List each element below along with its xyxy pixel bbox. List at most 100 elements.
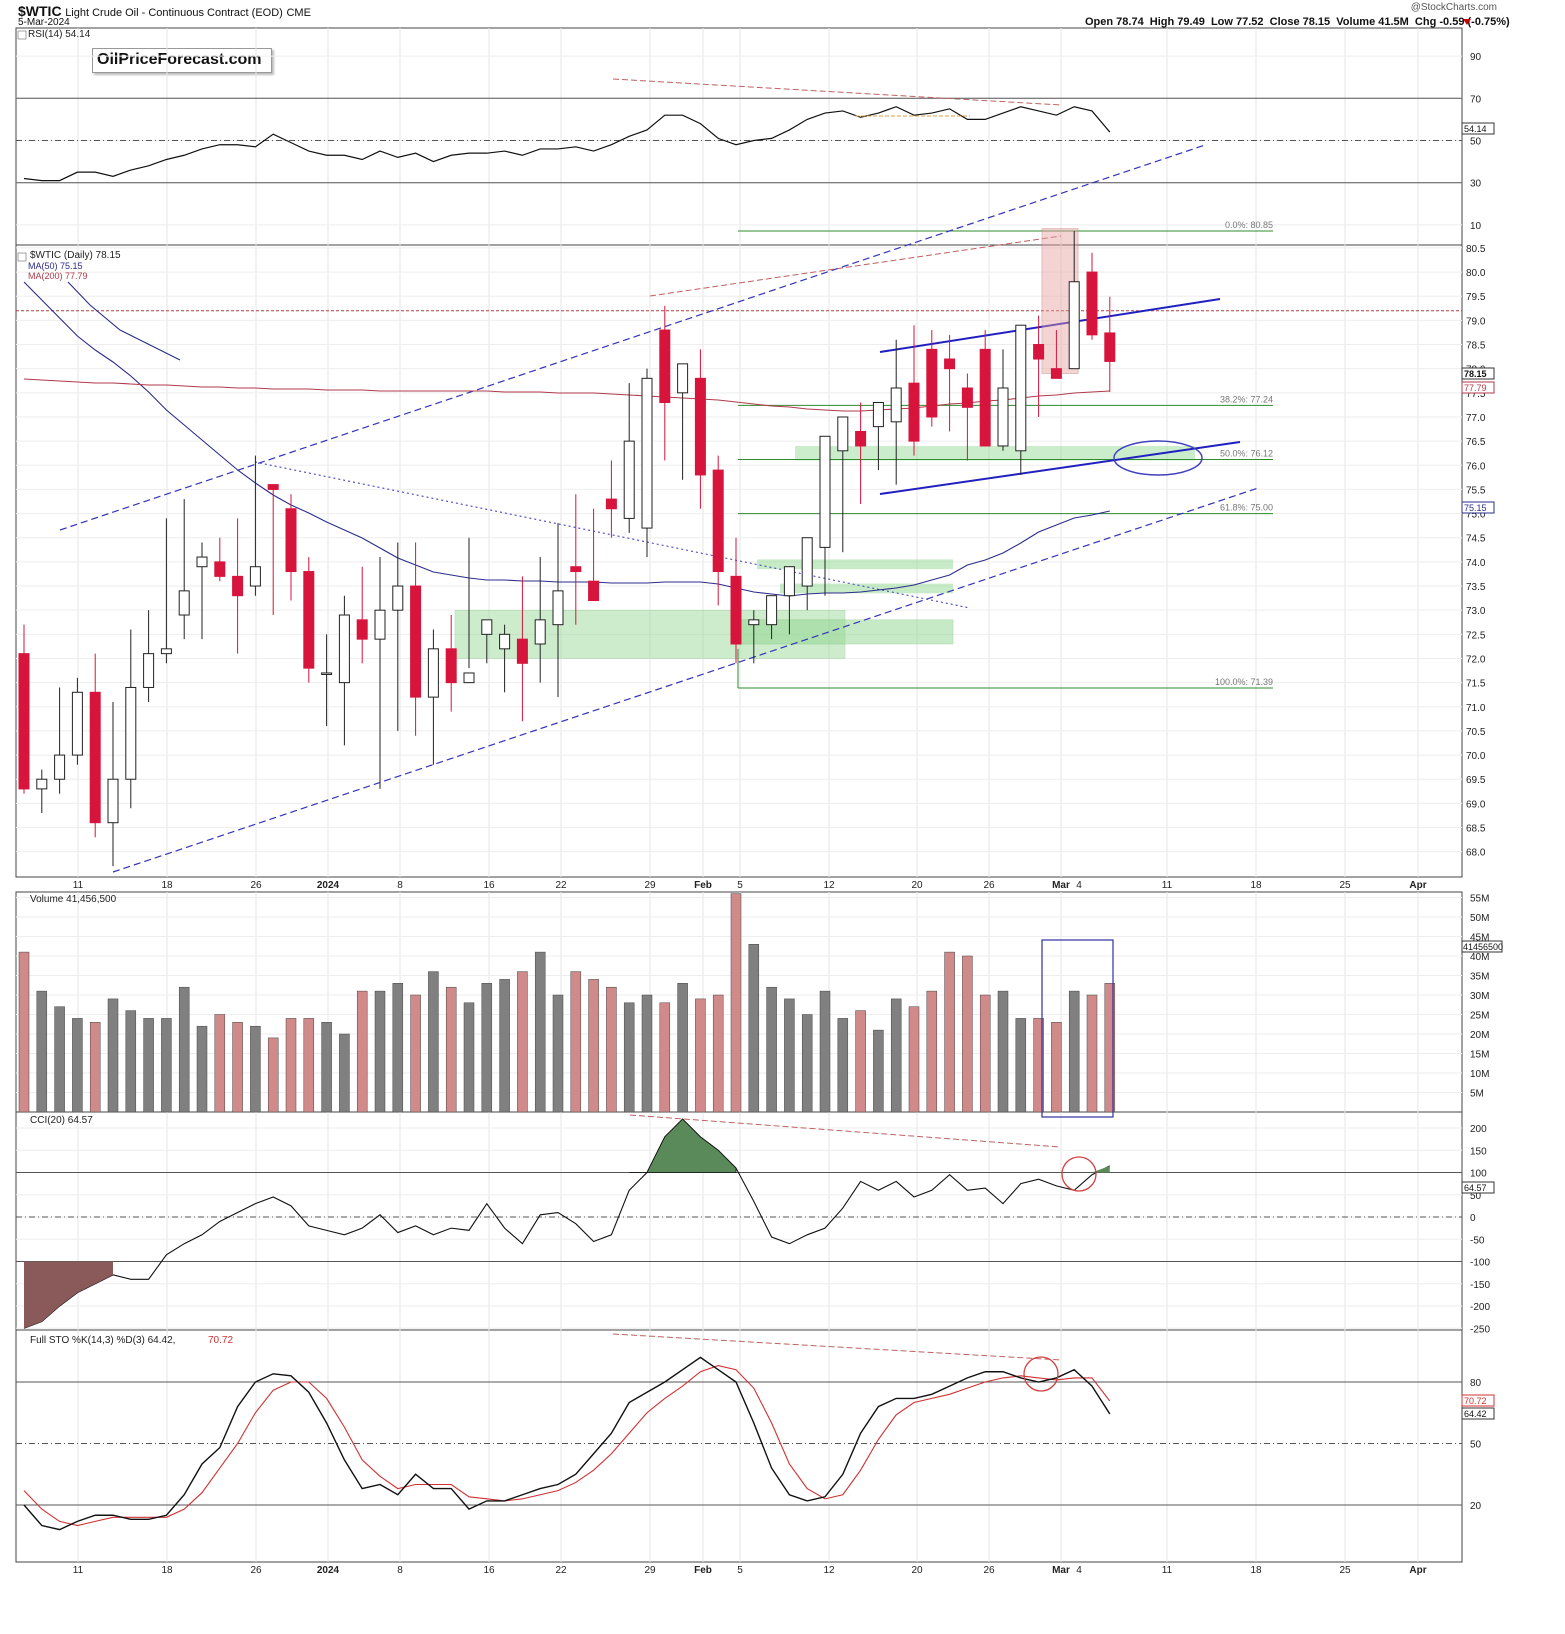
x-tick-label: 8 <box>397 880 403 891</box>
price-tick-label: 76.0 <box>1466 461 1486 472</box>
rsi-tick-label: 90 <box>1470 52 1482 63</box>
volume-bar <box>36 990 48 1113</box>
sto-d-label: 70.72 <box>208 1335 233 1346</box>
brand[interactable]: @StockCharts.com <box>1410 2 1497 13</box>
volume-bar <box>837 1018 849 1113</box>
volume-bar <box>1104 983 1116 1113</box>
price-marker-icon <box>17 252 27 262</box>
volume-bar <box>1051 1022 1062 1113</box>
candle-body <box>1015 324 1027 452</box>
x-tick-label: 18 <box>1250 1565 1262 1576</box>
volume-bar <box>72 1018 83 1113</box>
volume-bar <box>1033 1018 1044 1113</box>
candle-body <box>36 778 48 790</box>
highlight-ellipse <box>1113 440 1203 476</box>
volume-bar <box>18 951 30 1113</box>
candle-body <box>338 614 350 684</box>
x-tick-label: Feb <box>694 880 712 891</box>
cci-value-tag <box>1461 1181 1495 1194</box>
panel-frame-cci <box>15 1111 1463 1331</box>
candle-body <box>872 401 884 428</box>
x-tick-label: 16 <box>483 880 495 891</box>
candle-body <box>783 566 795 597</box>
x-tick-label: 11 <box>1162 880 1173 891</box>
x-tick-label: 2024 <box>317 880 340 891</box>
price-tick-label: 77.0 <box>1466 413 1486 424</box>
candle-body <box>178 590 190 616</box>
x-tick-label: 26 <box>983 1565 995 1576</box>
candle-body <box>855 430 867 447</box>
candle-body <box>125 686 137 780</box>
volume-bar <box>695 998 706 1113</box>
price-tick-label: 70.5 <box>1466 727 1486 738</box>
volume-bar <box>267 1037 279 1113</box>
dropdown-arrow-icon[interactable] <box>1463 19 1471 25</box>
volume-bar <box>784 998 795 1113</box>
volume-bar <box>499 979 510 1113</box>
price-tick-label: 74.5 <box>1466 534 1486 545</box>
cci-tick-label: 150 <box>1470 1146 1487 1157</box>
sto-k-line <box>23 1356 1111 1531</box>
candle-body <box>1086 271 1098 336</box>
exchange: CME <box>286 7 311 19</box>
volume-tick-label: 10M <box>1470 1069 1489 1080</box>
volume-tick-label: 30M <box>1470 991 1489 1002</box>
candle-body <box>570 566 582 573</box>
upper-channel-line <box>59 144 1206 531</box>
volume-bar <box>125 1010 137 1113</box>
volume-bar <box>944 951 955 1113</box>
support-zone <box>795 445 1195 461</box>
candle-body <box>890 387 902 423</box>
ma200-label: MA(200) 77.79 <box>28 271 88 281</box>
volume-bar <box>196 1025 208 1113</box>
volume-bar <box>410 994 421 1113</box>
volume-bar <box>250 1025 261 1113</box>
price-tick-label: 79.5 <box>1466 292 1486 303</box>
cci-tick-label: 50 <box>1470 1191 1482 1202</box>
x-tick-label: 4 <box>1076 1565 1082 1576</box>
ma50-value-tag <box>1461 501 1495 514</box>
lower-channel-line <box>112 487 1259 873</box>
candle-body <box>160 648 172 655</box>
volume-bar <box>321 1022 332 1113</box>
candle-body <box>374 609 386 640</box>
symbol-title: $WTIC Light Crude Oil - Continuous Contr… <box>18 3 311 19</box>
candle-body <box>54 754 66 780</box>
candle-body <box>926 348 938 418</box>
price-tick-label: 80.0 <box>1466 268 1486 279</box>
volume-bar <box>178 986 190 1113</box>
watermark-text: OilPriceForecast.com <box>97 51 262 68</box>
x-tick-label: 25 <box>1339 1565 1351 1576</box>
ma200-value-text: 77.79 <box>1464 383 1487 393</box>
volume-bar <box>339 1033 350 1113</box>
volume-tick-label: 20M <box>1470 1030 1489 1041</box>
cci-tick-label: -50 <box>1470 1235 1485 1246</box>
wedge-lower-line <box>879 441 1241 495</box>
wedge-upper-line <box>879 298 1221 353</box>
x-tick-label: Mar <box>1052 1565 1070 1576</box>
candle-body <box>214 561 226 577</box>
cci-value-text: 64.57 <box>1464 1183 1487 1193</box>
candle-body <box>1050 368 1062 379</box>
price-tick-label: 70.0 <box>1466 751 1486 762</box>
cci-tick-label: -100 <box>1470 1258 1490 1269</box>
support-zone <box>757 559 953 570</box>
volume-bar <box>374 990 386 1113</box>
x-tick-label: 5 <box>737 880 743 891</box>
volume-bar <box>89 1022 101 1113</box>
candle-body <box>356 619 368 640</box>
ma200-value-tag <box>1461 381 1495 394</box>
price-tick-label: 72.5 <box>1466 630 1486 641</box>
x-tick-label: 4 <box>1076 880 1082 891</box>
candle-body <box>481 619 493 635</box>
cci-label: CCI(20) 64.57 <box>30 1115 93 1126</box>
description: Light Crude Oil - Continuous Contract (E… <box>65 7 283 19</box>
ma50-line <box>67 281 181 361</box>
candle-body <box>819 435 831 548</box>
candle-body <box>623 440 635 519</box>
sto-label: Full STO %K(14,3) %D(3) 64.42, <box>30 1335 175 1346</box>
price-tick-label: 75.0 <box>1466 510 1486 521</box>
candle-body <box>588 580 600 602</box>
candle-body <box>961 387 973 408</box>
x-tick-label: 18 <box>161 1565 173 1576</box>
